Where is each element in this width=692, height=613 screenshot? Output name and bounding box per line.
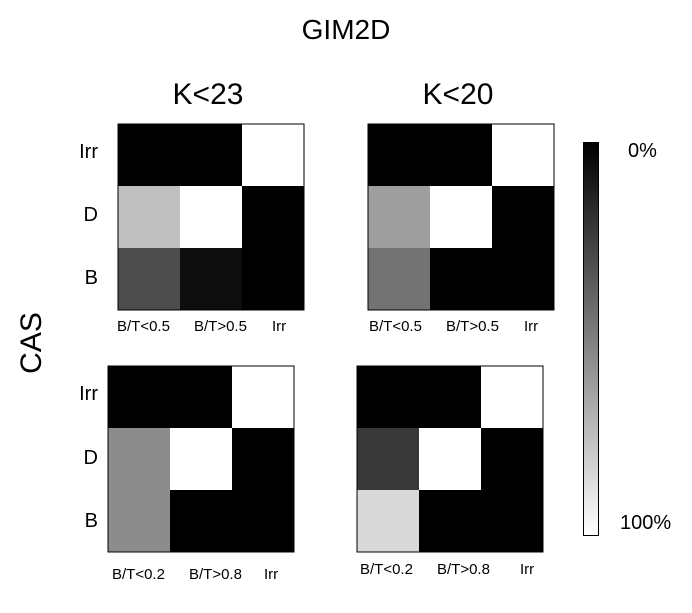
colorbar-bottom-label: 100% [620, 512, 672, 534]
heatmap-cell-B-B/T>0.8 [419, 490, 481, 552]
heatmap-cell-D-B/T<0.5 [118, 186, 180, 248]
heatmap-cell-Irr-B/T<0.2 [357, 366, 419, 428]
heatmap-cell-D-Irr [232, 428, 294, 490]
heatmap-cell-B-Irr [242, 248, 304, 310]
heatmap-cell-B-B/T<0.5 [118, 248, 180, 310]
heatmap-cell-Irr-Irr [481, 366, 543, 428]
col-label: B/T<0.2 [360, 561, 413, 578]
heatmap-cell-D-B/T<0.2 [108, 428, 170, 490]
col-label: Irr [524, 318, 539, 335]
y-axis-label: CAS [15, 312, 48, 374]
heatmap-cell-B-B/T<0.2 [357, 490, 419, 552]
heatmap-cell-Irr-B/T<0.5 [368, 124, 430, 186]
heatmap-cell-B-B/T>0.8 [170, 490, 232, 552]
heatmap-grid [117, 123, 305, 311]
col-label: Irr [264, 566, 279, 583]
heatmap-cell-D-B/T>0.8 [419, 428, 481, 490]
col-label: B/T>0.5 [194, 318, 247, 335]
col-label: B/T>0.5 [446, 318, 499, 335]
heatmap-cell-Irr-B/T<0.2 [108, 366, 170, 428]
chart-title: GIM2D [301, 14, 391, 45]
col-label: B/T<0.5 [117, 318, 170, 335]
heatmap-cell-D-B/T<0.2 [357, 428, 419, 490]
colorbar-top-label: 0% [628, 140, 657, 162]
heatmap-cell-D-Irr [492, 186, 554, 248]
heatmap-cell-Irr-B/T>0.5 [430, 124, 492, 186]
heatmap-cell-D-B/T>0.5 [430, 186, 492, 248]
row-label: D [83, 447, 98, 469]
column-title-k23: K<23 [172, 78, 244, 111]
heatmap-cell-B-B/T<0.5 [368, 248, 430, 310]
heatmap-cell-Irr-B/T>0.8 [419, 366, 481, 428]
row-label: D [83, 204, 98, 226]
heatmap-cell-Irr-Irr [492, 124, 554, 186]
col-label: Irr [520, 561, 535, 578]
heatmap-cell-B-Irr [481, 490, 543, 552]
heatmap-cell-B-B/T>0.5 [180, 248, 242, 310]
col-label: B/T>0.8 [437, 561, 490, 578]
heatmap-cell-D-Irr [481, 428, 543, 490]
heatmap-cell-B-Irr [492, 248, 554, 310]
heatmap-grid [107, 365, 295, 553]
heatmap-cell-Irr-B/T>0.5 [180, 124, 242, 186]
col-label: B/T<0.5 [369, 318, 422, 335]
heatmap-grid [356, 365, 544, 553]
heatmap-cell-B-B/T>0.5 [430, 248, 492, 310]
heatmap-grid [367, 123, 555, 311]
heatmap-cell-B-B/T<0.2 [108, 490, 170, 552]
col-label: B/T>0.8 [189, 566, 242, 583]
heatmap-border [356, 365, 544, 553]
heatmap-cell-D-B/T>0.5 [180, 186, 242, 248]
row-label: Irr [79, 141, 98, 163]
heatmap-cell-Irr-Irr [242, 124, 304, 186]
heatmap-cell-Irr-Irr [232, 366, 294, 428]
column-title-k20: K<20 [422, 78, 494, 111]
heatmap-cell-D-B/T<0.5 [368, 186, 430, 248]
row-label: Irr [79, 383, 98, 405]
heatmap-border [107, 365, 295, 553]
heatmap-border [117, 123, 305, 311]
heatmap-border [367, 123, 555, 311]
heatmap-cell-Irr-B/T<0.5 [118, 124, 180, 186]
col-label: Irr [272, 318, 287, 335]
heatmap-cell-Irr-B/T>0.8 [170, 366, 232, 428]
row-label: B [84, 267, 98, 289]
row-label: B [84, 510, 98, 532]
colorbar [583, 142, 599, 536]
col-label: B/T<0.2 [112, 566, 165, 583]
heatmap-cell-D-Irr [242, 186, 304, 248]
heatmap-cell-B-Irr [232, 490, 294, 552]
heatmap-cell-D-B/T>0.8 [170, 428, 232, 490]
